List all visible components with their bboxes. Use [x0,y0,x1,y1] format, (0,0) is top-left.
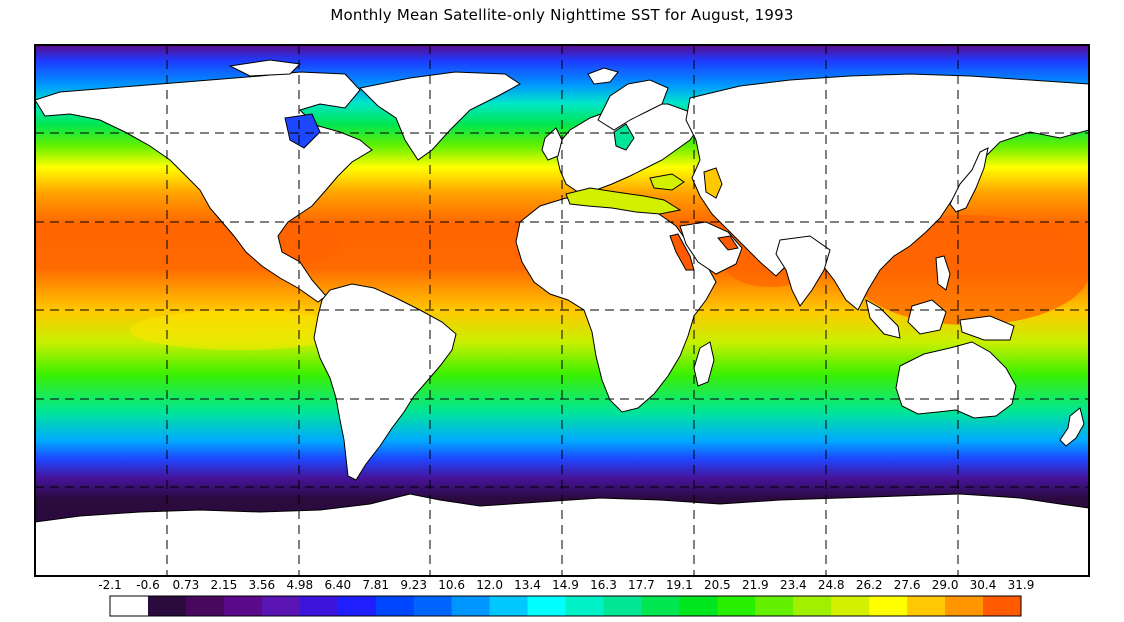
colorbar-tick-label: 14.9 [552,578,579,592]
chart-title: Monthly Mean Satellite-only Nighttime SS… [330,6,794,24]
colorbar-tick-label: 2.15 [210,578,238,592]
colorbar-tick-label: 24.8 [817,578,845,592]
colorbar [109,595,1022,617]
land-svalbard [587,67,619,85]
persian-gulf [717,235,739,251]
colorbar-tick-label: 13.4 [514,578,541,592]
colorbar-tick-label: 23.4 [779,578,807,592]
inland-seas [565,123,739,271]
land-india [775,235,831,307]
colorbar-tick-label: 12.0 [476,578,503,592]
colorbar-swatch [907,596,946,616]
colorbar-swatch [983,596,1022,616]
colorbar-tick-label: 9.23 [400,578,428,592]
black-sea [649,173,685,191]
colorbar-swatch [299,596,339,616]
land-sumatra [865,299,901,339]
colorbar-tick-label: 0.73 [172,578,200,592]
colorbar-swatch [451,596,491,616]
colorbar-swatch [261,596,301,616]
mediterranean-sea [565,187,682,215]
land-new-zealand [1059,407,1085,447]
colorbar-tick-label: 4.98 [286,578,314,592]
colorbar-tick-label: 3.56 [248,578,276,592]
colorbar-swatch [223,596,263,616]
land-arabia [679,221,743,275]
colorbar-tick-label: 19.1 [666,578,693,592]
land-japan [949,147,989,213]
land-new-guinea [959,315,1015,341]
colorbar-tick-label: 27.6 [893,578,921,592]
graticule [35,45,1089,576]
colorbar-swatch [375,596,415,616]
colorbar-tick-label: 7.81 [362,578,390,592]
colorbar-tick-label: 30.4 [969,578,997,592]
colorbar-tick-label: 17.7 [628,578,655,592]
colorbar-swatch [413,596,453,616]
colorbar-swatch [793,596,832,616]
land-borneo [907,299,947,335]
colorbar-tick-label: 10.6 [438,578,465,592]
colorbar-tick-label: 20.5 [703,578,731,592]
colorbar-frame [109,595,1022,617]
land-south-america [313,283,457,481]
land-scandinavia [597,79,669,131]
colorbar-tick-label: 21.9 [741,578,769,592]
caspian-sea [703,167,723,199]
colorbar-swatch [110,596,149,616]
colorbar-swatch [147,596,187,616]
colorbar-swatch [869,596,908,616]
colorbar-tick-label: 16.3 [590,578,617,592]
colorbar-swatch [603,596,642,616]
colorbar-tick-label: 26.2 [855,578,883,592]
cool-tongue-east-pacific [130,310,350,350]
colorbar-swatch [489,596,529,616]
colorbar-swatch [337,596,377,616]
land-philippines [935,255,951,291]
colorbar-tick-label: -2.1 [98,578,122,592]
colorbar-swatch [641,596,680,616]
colorbar-swatch [945,596,984,616]
colorbar-tick-label: 6.40 [324,578,352,592]
colorbar-tick-label: 31.9 [1007,578,1035,592]
colorbar-swatch [717,596,756,616]
land-greenland [358,71,521,161]
colorbar-swatch [565,596,604,616]
colorbar-tick-label: -0.6 [136,578,160,592]
baltic-sea [613,123,635,151]
map-frame [34,44,1090,577]
colorbar-tick-label: 29.0 [931,578,959,592]
hudson-bay [284,113,321,149]
colorbar-swatch [527,596,566,616]
colorbar-swatch [679,596,718,616]
colorbar-swatch [831,596,870,616]
colorbar-swatch [755,596,794,616]
land-arctic-archipelago [228,59,302,77]
land-uk [541,127,563,161]
colorbar-swatch [185,596,225,616]
